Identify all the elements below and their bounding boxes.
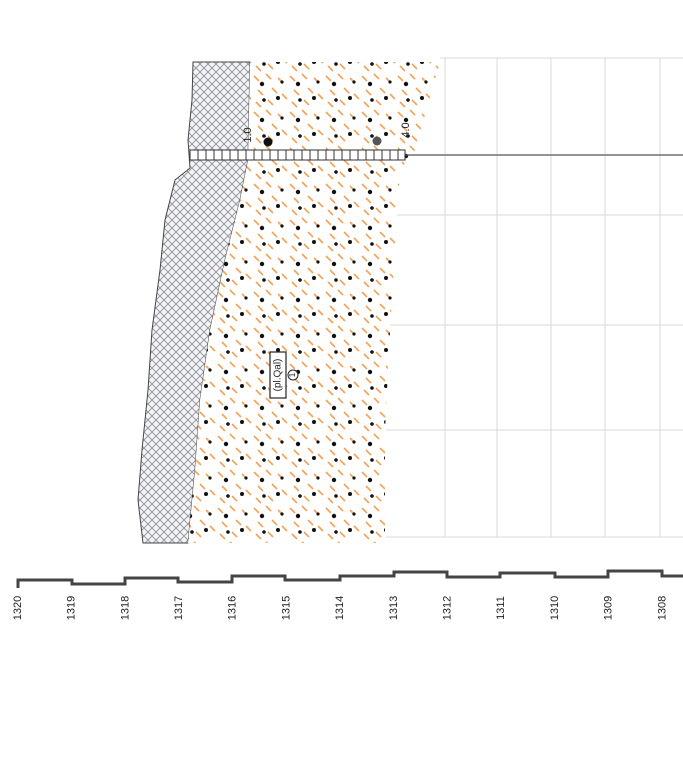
scale-labels: 1320 1319 1318 1317 1316 1315 1314 1313 1312 1311… bbox=[12, 596, 668, 620]
grid bbox=[386, 57, 683, 538]
scale-bar bbox=[16, 569, 683, 588]
scale-label: 1310 bbox=[549, 596, 561, 620]
scale-label: 1308 bbox=[656, 596, 668, 620]
scale-label: 1314 bbox=[334, 596, 346, 620]
unit-label: (pl.Qal) bbox=[273, 359, 284, 392]
scale-label: 1316 bbox=[227, 596, 239, 620]
unit-number: 1 bbox=[288, 372, 297, 377]
borehole: 1.0 4.0 bbox=[189, 122, 412, 161]
scale-label: 1313 bbox=[388, 596, 400, 620]
scale-label: 1312 bbox=[442, 596, 454, 620]
scale-label: 1317 bbox=[173, 596, 185, 620]
scale-label: 1311 bbox=[495, 596, 507, 620]
scale-label: 1319 bbox=[66, 596, 78, 620]
scale-label: 1315 bbox=[280, 596, 292, 620]
sediment bbox=[188, 62, 440, 543]
scale-label: 1309 bbox=[603, 596, 615, 620]
marker-label: 1.0 bbox=[242, 127, 254, 142]
unit-tag: (pl.Qal) 1 bbox=[269, 351, 299, 399]
scale-label: 1318 bbox=[119, 596, 131, 620]
marker-label: 4.0 bbox=[400, 122, 412, 137]
scale-label: 1320 bbox=[12, 596, 24, 620]
